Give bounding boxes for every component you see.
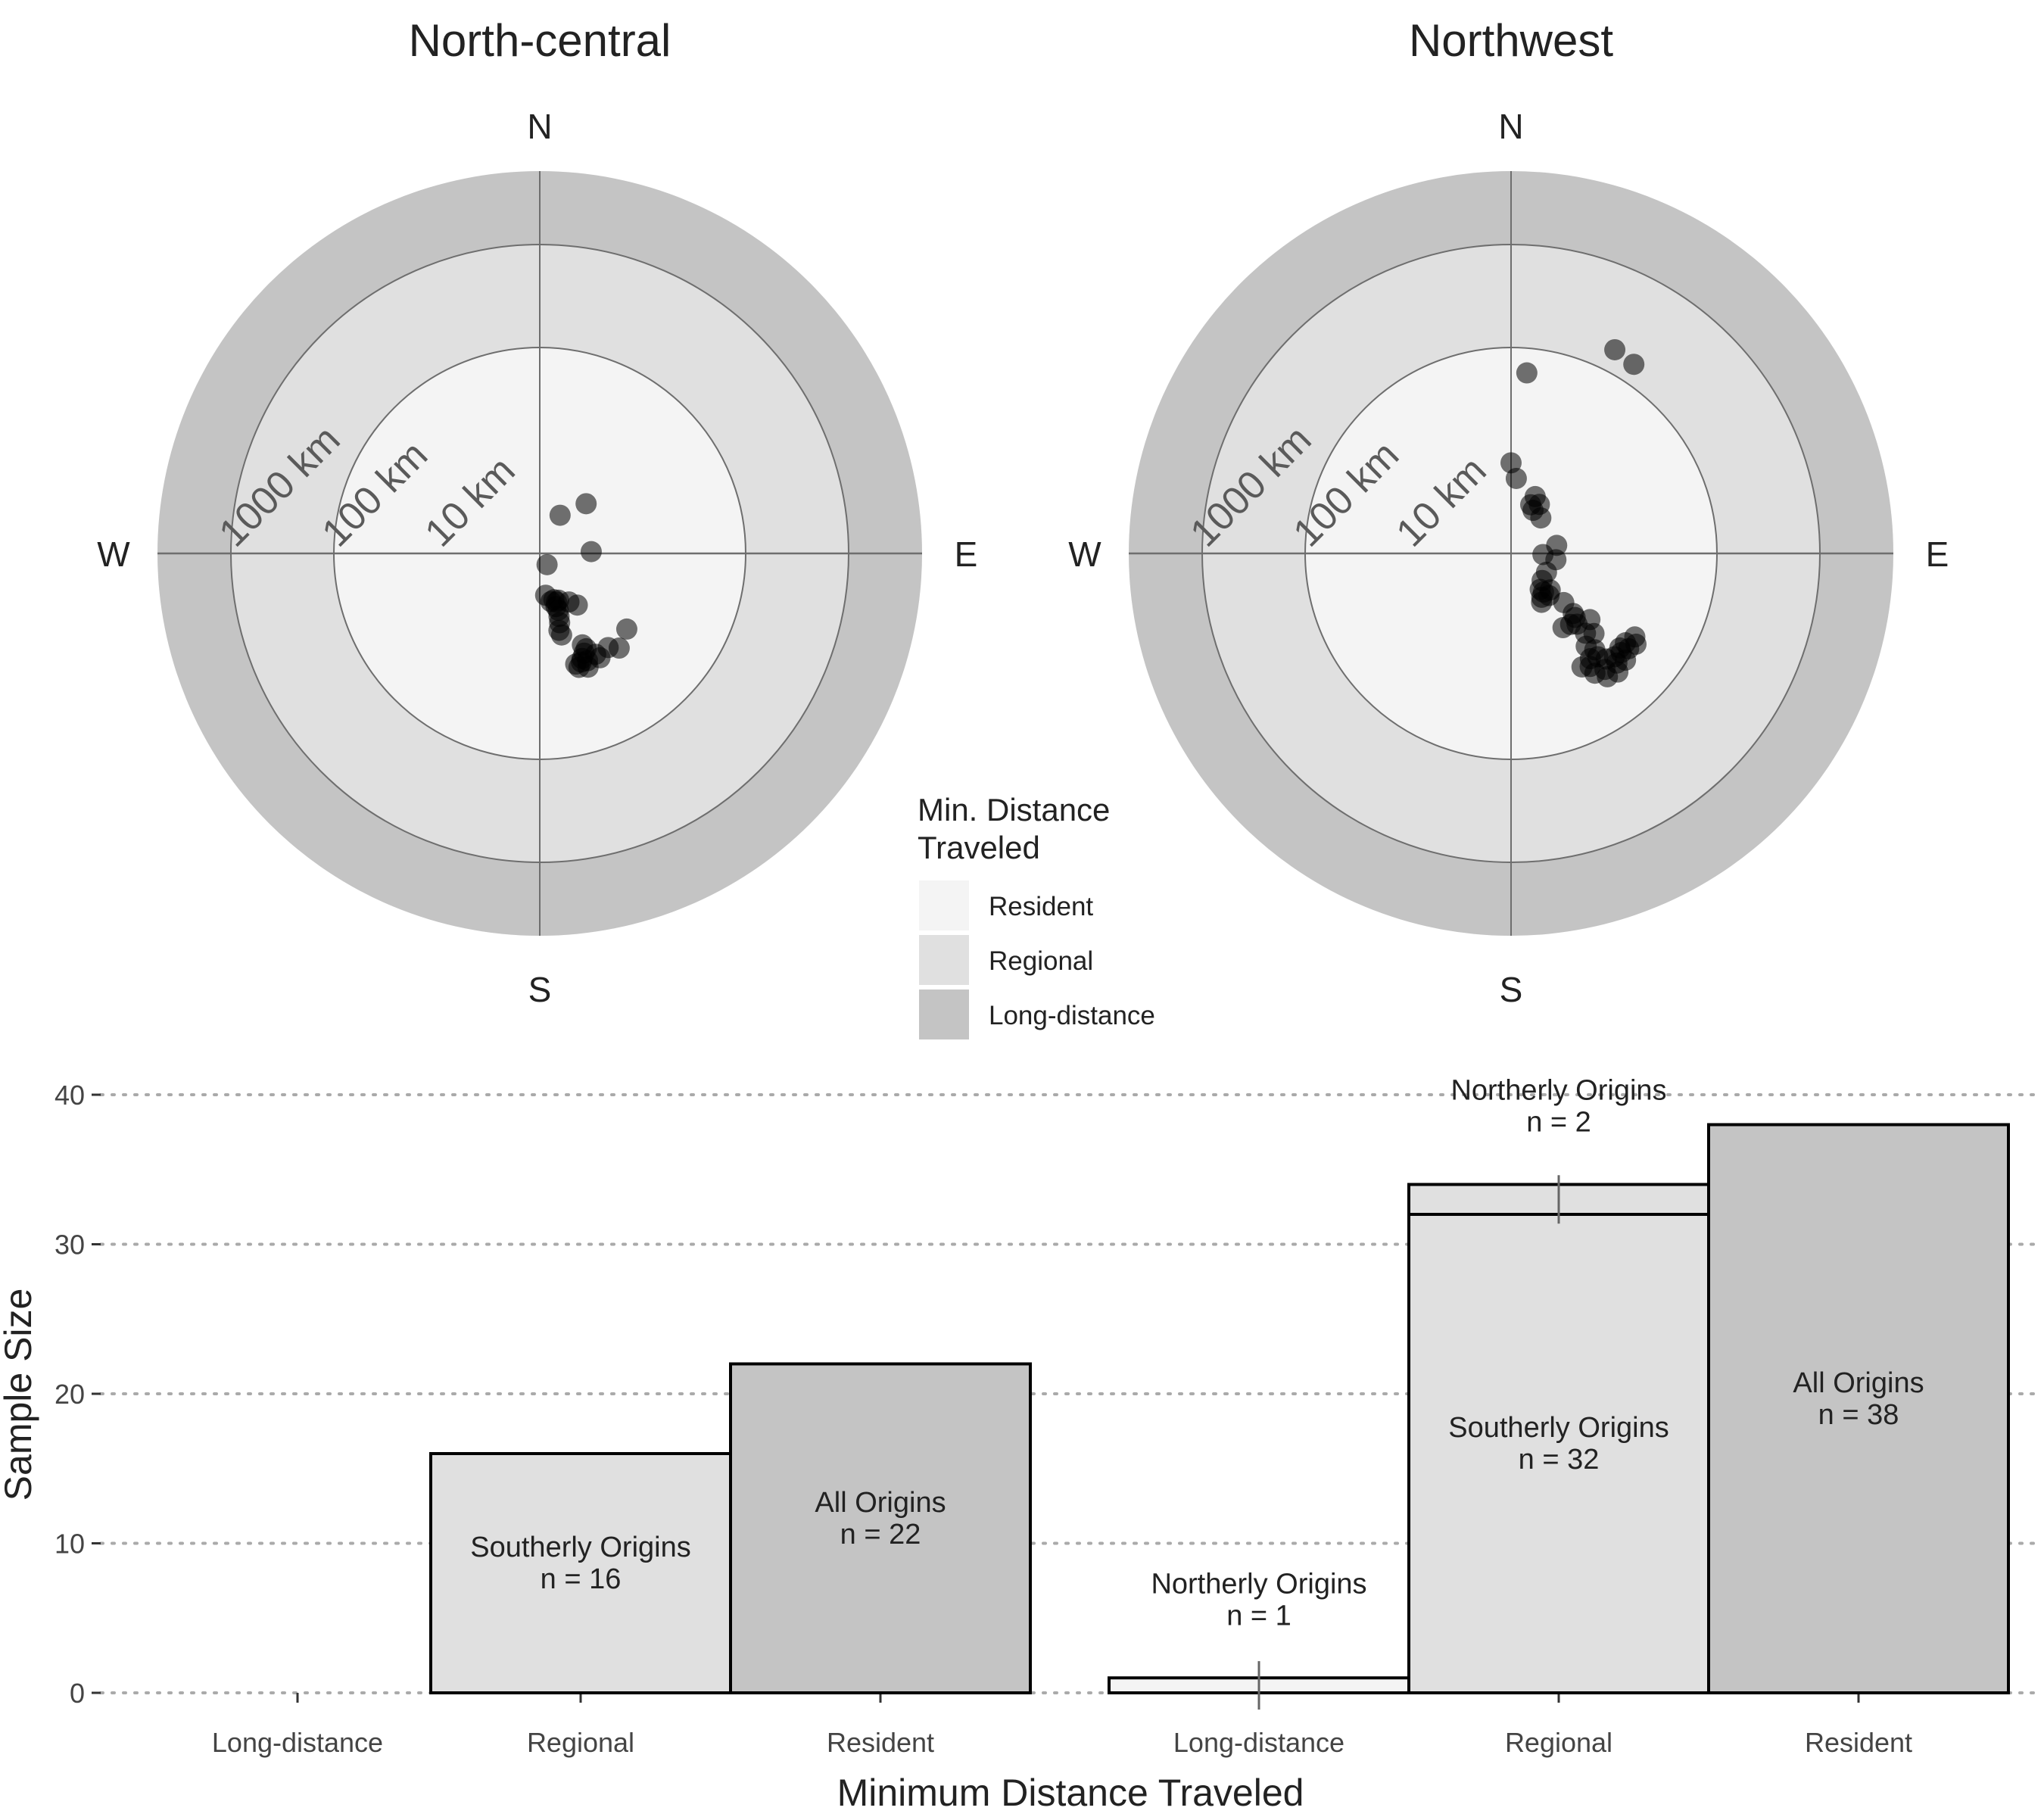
x-tick-label: Long-distance: [1173, 1727, 1344, 1758]
compass-w: W: [97, 535, 130, 574]
y-tick-label: 30: [55, 1230, 85, 1261]
y-tick-label: 0: [70, 1678, 85, 1709]
x-tick-label: Resident: [827, 1727, 934, 1758]
bar-label: Southerly Origins: [470, 1532, 690, 1563]
bar-label: All Origins: [1793, 1367, 1924, 1399]
x-tick-label: Regional: [1505, 1727, 1612, 1758]
data-point: [575, 493, 597, 515]
bar-segment: [729, 1362, 1032, 1694]
bar-label: n = 32: [1519, 1444, 1600, 1476]
x-tick-label: Resident: [1805, 1727, 1912, 1758]
legend-label: Resident: [989, 892, 1093, 921]
data-point: [1532, 581, 1554, 603]
data-point: [550, 624, 572, 646]
compass-e: E: [1926, 535, 1949, 574]
compass-s: S: [528, 970, 552, 1009]
y-axis-label: Sample Size: [0, 1289, 39, 1501]
legend-label: Regional: [989, 946, 1093, 976]
bar-label: Northerly Origins: [1151, 1568, 1366, 1600]
y-tick-label: 20: [55, 1379, 85, 1410]
data-point: [549, 504, 571, 526]
data-point: [577, 656, 599, 678]
bar-segment: [1407, 1213, 1710, 1694]
data-point: [1609, 637, 1631, 659]
compass-s: S: [1500, 970, 1523, 1009]
x-axis-label: Minimum Distance Traveled: [837, 1772, 1304, 1814]
bar-label: Southerly Origins: [1448, 1412, 1669, 1444]
bar-segment: [1707, 1123, 2010, 1694]
bar-label: n = 1: [1226, 1600, 1292, 1632]
data-point: [1624, 626, 1646, 648]
data-point: [1623, 354, 1645, 376]
compass-w: W: [1068, 535, 1101, 574]
x-tick-label: Long-distance: [212, 1727, 383, 1758]
compass-n: N: [527, 107, 552, 146]
data-point: [1604, 338, 1626, 360]
bar-label: n = 2: [1526, 1107, 1591, 1139]
bar-label: n = 22: [840, 1519, 921, 1551]
compass-n: N: [1498, 107, 1523, 146]
data-point: [1516, 362, 1538, 384]
data-point: [580, 541, 602, 563]
chart-title: Northwest: [1409, 15, 1613, 66]
bar-chart: 0 10 20 30 40 Minimum Distance Traveled Sample…: [0, 1075, 2038, 1814]
chart-title: North-central: [409, 15, 671, 66]
data-point: [615, 618, 637, 640]
y-tick-label: 40: [55, 1080, 85, 1111]
y-tick-label: 10: [55, 1529, 85, 1560]
data-point: [566, 594, 588, 616]
compass-e: E: [955, 535, 978, 574]
legend-swatch: [919, 990, 969, 1039]
bar-label: All Origins: [815, 1487, 946, 1519]
bar-label: n = 16: [541, 1563, 622, 1595]
data-point: [1505, 467, 1527, 489]
bar-label: Northerly Origins: [1450, 1075, 1666, 1107]
legend-swatch: [919, 935, 969, 985]
data-point: [536, 553, 558, 575]
legend-label: Long-distance: [989, 1001, 1155, 1030]
data-point: [608, 637, 630, 659]
legend-title: Min. Distance: [918, 792, 1110, 827]
legend-swatch: [919, 880, 969, 930]
data-point: [1522, 500, 1544, 522]
x-tick-label: Regional: [527, 1727, 634, 1758]
bar-label: n = 38: [1818, 1399, 1899, 1431]
bar-segment: [429, 1452, 732, 1694]
legend-title: Traveled: [918, 830, 1040, 865]
